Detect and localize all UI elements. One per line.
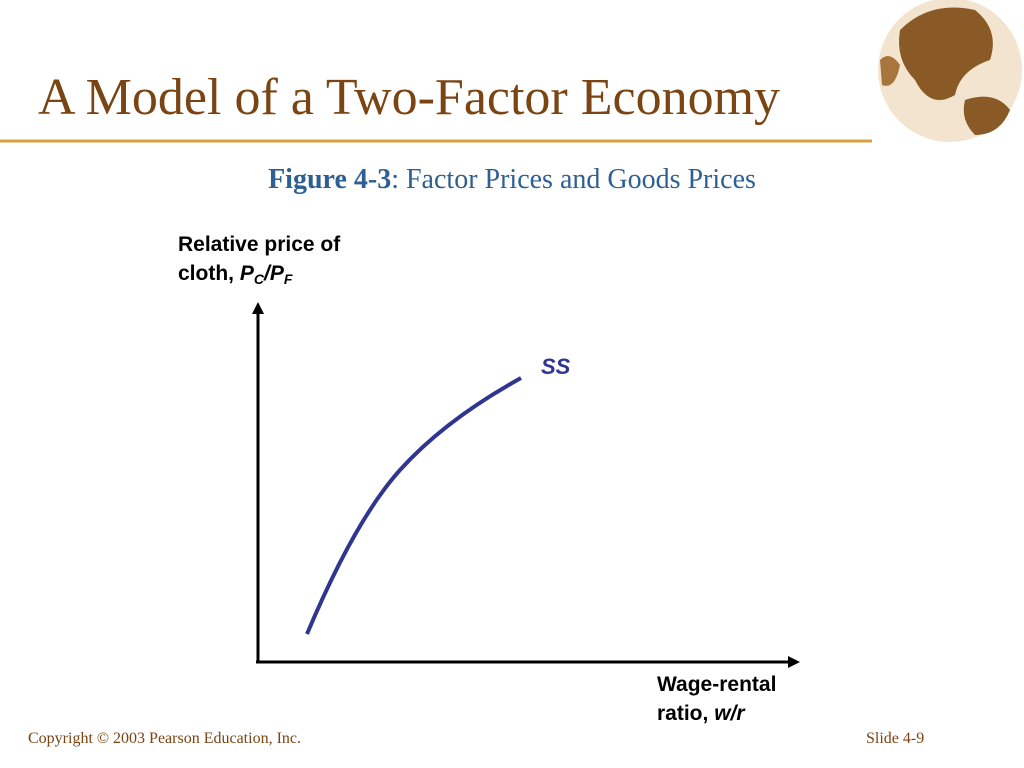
- x-axis-line: Wage-rental: [657, 673, 777, 696]
- y-symbol: /P: [263, 262, 284, 285]
- y-axis-line: Relative price of: [178, 233, 341, 256]
- y-symbol-sub: C: [253, 271, 264, 287]
- y-symbol-sub: F: [283, 271, 293, 287]
- x-axis-line: ratio,: [657, 702, 709, 725]
- ss-curve: [305, 376, 522, 635]
- axes: [252, 302, 800, 668]
- figure-caption: Figure 4-3: Factor Prices and Goods Pric…: [0, 164, 1024, 196]
- globe-icon: [878, 0, 1022, 142]
- figure-number: Figure 4-3: [268, 164, 392, 195]
- slide-title: A Model of a Two-Factor Economy: [38, 69, 781, 126]
- x-axis-label: Wage-rental ratio, w/r: [657, 670, 776, 728]
- curve-label: SS: [541, 354, 571, 379]
- y-axis-line: cloth,: [178, 262, 234, 285]
- y-axis-label: Relative price of cloth, PC/PF: [178, 230, 340, 294]
- y-symbol: P: [239, 262, 254, 285]
- figure-caption-text: : Factor Prices and Goods Prices: [391, 164, 756, 195]
- x-symbol: w/r: [714, 702, 745, 725]
- copyright: Copyright © 2003 Pearson Education, Inc.: [28, 730, 301, 747]
- slide-number: Slide 4-9: [866, 730, 925, 747]
